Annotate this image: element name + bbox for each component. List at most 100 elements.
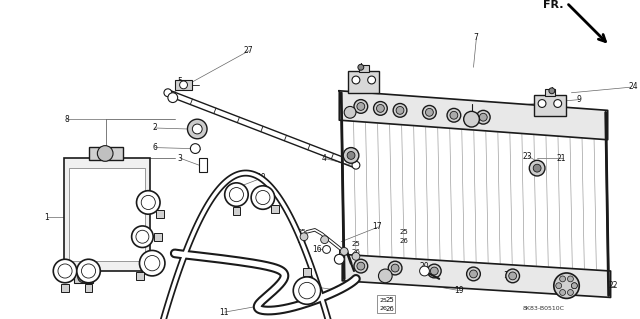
Text: 12: 12 xyxy=(140,196,150,205)
Bar xyxy=(271,205,278,213)
Bar xyxy=(61,284,69,292)
Circle shape xyxy=(450,111,458,119)
Circle shape xyxy=(323,246,330,253)
Text: 4: 4 xyxy=(322,154,326,163)
Text: 14: 14 xyxy=(131,230,140,239)
Circle shape xyxy=(391,264,399,272)
Circle shape xyxy=(354,259,368,273)
Circle shape xyxy=(568,276,573,282)
Text: 15: 15 xyxy=(57,266,67,276)
Text: 25: 25 xyxy=(297,229,306,235)
Circle shape xyxy=(77,271,90,283)
Circle shape xyxy=(193,124,202,134)
Text: 26: 26 xyxy=(297,238,306,244)
Circle shape xyxy=(464,111,479,127)
Text: 17: 17 xyxy=(372,222,382,231)
Circle shape xyxy=(352,76,360,84)
Bar xyxy=(348,71,380,93)
Circle shape xyxy=(538,100,546,108)
Circle shape xyxy=(58,264,72,278)
Text: 28: 28 xyxy=(334,255,344,264)
Circle shape xyxy=(529,160,545,176)
Circle shape xyxy=(357,262,365,270)
Text: 21: 21 xyxy=(557,154,566,163)
Circle shape xyxy=(140,250,165,276)
Circle shape xyxy=(428,264,441,278)
Circle shape xyxy=(533,164,541,172)
Circle shape xyxy=(180,81,188,89)
Circle shape xyxy=(509,272,516,280)
Circle shape xyxy=(420,266,429,276)
Text: 13: 13 xyxy=(334,286,344,295)
Text: 9: 9 xyxy=(577,95,581,104)
Circle shape xyxy=(191,144,200,153)
Circle shape xyxy=(470,270,477,278)
Bar xyxy=(175,80,193,90)
Circle shape xyxy=(300,233,308,241)
Circle shape xyxy=(559,276,566,282)
Text: 10: 10 xyxy=(256,174,266,182)
Circle shape xyxy=(97,146,113,161)
Circle shape xyxy=(136,191,160,214)
Circle shape xyxy=(164,89,172,97)
Text: 18: 18 xyxy=(503,271,513,280)
Circle shape xyxy=(506,269,520,283)
Text: 25: 25 xyxy=(385,297,394,303)
Circle shape xyxy=(334,254,344,264)
Bar xyxy=(88,147,123,160)
Text: 24: 24 xyxy=(628,82,638,91)
Circle shape xyxy=(343,148,359,163)
Text: 22: 22 xyxy=(609,281,618,290)
Circle shape xyxy=(81,264,95,278)
Bar xyxy=(199,158,207,172)
Text: 2: 2 xyxy=(152,123,157,132)
Circle shape xyxy=(225,183,248,206)
Circle shape xyxy=(479,113,487,121)
Circle shape xyxy=(549,88,555,94)
Circle shape xyxy=(554,100,562,108)
Bar xyxy=(136,272,143,279)
Bar xyxy=(69,168,145,261)
Circle shape xyxy=(293,277,321,304)
Text: 25: 25 xyxy=(351,241,360,247)
Circle shape xyxy=(568,290,573,295)
Text: 6: 6 xyxy=(152,143,157,152)
Circle shape xyxy=(447,108,461,122)
Circle shape xyxy=(229,188,243,202)
Circle shape xyxy=(396,107,404,114)
Circle shape xyxy=(393,103,407,117)
Bar xyxy=(154,233,162,241)
Circle shape xyxy=(299,282,315,299)
Circle shape xyxy=(358,64,364,70)
Circle shape xyxy=(572,283,577,289)
Bar xyxy=(303,268,311,276)
Circle shape xyxy=(145,256,160,271)
Circle shape xyxy=(476,110,490,124)
Circle shape xyxy=(388,261,402,275)
Bar xyxy=(84,284,92,292)
Text: 11: 11 xyxy=(219,308,228,317)
Text: 25: 25 xyxy=(400,229,409,235)
Circle shape xyxy=(168,93,178,102)
Text: 1: 1 xyxy=(44,213,49,222)
Circle shape xyxy=(572,283,577,289)
Bar xyxy=(378,295,395,313)
Text: 5: 5 xyxy=(178,78,182,86)
Circle shape xyxy=(256,190,270,204)
Circle shape xyxy=(251,186,275,209)
Circle shape xyxy=(467,267,481,281)
Circle shape xyxy=(340,248,348,255)
Circle shape xyxy=(352,252,360,260)
Text: 3: 3 xyxy=(178,154,182,163)
Circle shape xyxy=(77,259,100,283)
Circle shape xyxy=(426,108,433,116)
Bar xyxy=(232,207,241,215)
Bar xyxy=(156,210,164,218)
Text: 8: 8 xyxy=(64,115,68,124)
Polygon shape xyxy=(339,91,607,140)
Text: 19: 19 xyxy=(454,286,463,295)
Circle shape xyxy=(347,152,355,160)
Circle shape xyxy=(321,236,328,244)
Text: 26: 26 xyxy=(380,306,387,311)
Circle shape xyxy=(422,106,436,119)
